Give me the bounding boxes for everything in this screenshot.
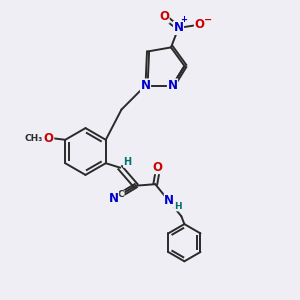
Text: N: N <box>173 21 184 34</box>
Text: O: O <box>194 18 205 32</box>
Text: N: N <box>167 79 178 92</box>
Text: CH₃: CH₃ <box>24 134 42 143</box>
Text: O: O <box>44 132 54 145</box>
Text: +: + <box>180 15 188 24</box>
Text: H: H <box>174 202 181 211</box>
Text: H: H <box>124 157 132 167</box>
Text: N: N <box>109 192 118 205</box>
Text: N: N <box>164 194 174 207</box>
Text: −: − <box>204 14 213 25</box>
Text: O: O <box>159 10 169 23</box>
Text: O: O <box>153 160 163 174</box>
Text: N: N <box>140 79 151 92</box>
Text: C: C <box>118 190 124 199</box>
